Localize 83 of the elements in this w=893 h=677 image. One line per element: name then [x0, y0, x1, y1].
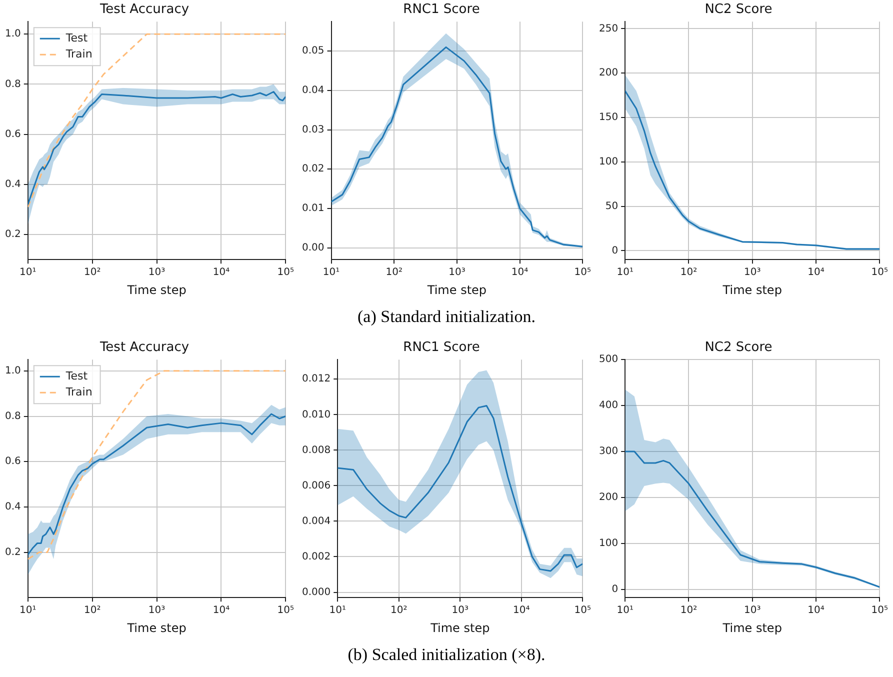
text: (b) Scaled initialization (×8). [348, 645, 546, 664]
x-tick-label: 10¹ [20, 267, 36, 278]
x-axis-title: Time step [722, 282, 782, 297]
y-tick-label: 100 [598, 538, 618, 549]
x-tick-label: 10⁵ [574, 605, 591, 616]
x-tick-label: 10⁴ [212, 605, 230, 616]
x-tick-label: 10⁵ [871, 267, 888, 278]
y-tick-label: 0.006 [302, 480, 331, 492]
x-tick-label: 10¹ [616, 267, 634, 278]
x-tick-label: 10⁵ [277, 267, 294, 278]
y-tick-label: 0.8 [4, 410, 21, 422]
x-tick-label: 10⁴ [212, 267, 230, 278]
y-tick-label: 250 [598, 23, 618, 34]
x-tick-label: 10² [680, 267, 698, 278]
y-tick-label: 0 [612, 584, 618, 595]
legend-label: Train [64, 385, 92, 398]
x-tick-label: 10⁵ [871, 605, 888, 616]
y-tick-label: 0.2 [4, 229, 21, 240]
chart-title: RNC1 Score [403, 340, 480, 356]
y-tick-label: 0.004 [302, 516, 331, 527]
y-tick-label: 400 [598, 400, 618, 412]
y-tick-label: 0.01 [302, 203, 324, 214]
x-tick-label: 10³ [448, 267, 466, 278]
x-axis-title: Time step [430, 620, 490, 635]
y-tick-label: 0.002 [302, 551, 331, 562]
y-tick-label: 0.2 [4, 546, 21, 558]
x-axis-title: Time step [426, 282, 487, 297]
y-tick-label: 0.03 [302, 124, 324, 136]
y-tick-label: 300 [598, 446, 618, 458]
y-tick-label: 0.4 [4, 179, 21, 190]
y-tick-label: 500 [598, 354, 618, 366]
y-tick-label: 0.6 [4, 128, 21, 140]
y-tick-label: 200 [598, 492, 618, 504]
x-tick-label: 10¹ [616, 605, 634, 616]
chart-title: NC2 Score [704, 2, 772, 18]
x-tick-label: 10² [84, 267, 101, 278]
x-tick-label: 10⁴ [808, 605, 824, 616]
x-tick-label: 10³ [452, 605, 468, 616]
x-tick-label: 10¹ [20, 605, 36, 616]
y-tick-label: 50 [605, 200, 618, 212]
y-tick-label: 0.04 [302, 85, 324, 96]
x-tick-label: 10⁴ [513, 605, 530, 616]
y-tick-label: 0.8 [4, 78, 21, 90]
y-tick-label: 0.008 [302, 444, 331, 456]
chart-title: Test Accuracy [98, 2, 190, 18]
y-tick-label: 1.0 [4, 28, 21, 40]
x-tick-label: 10³ [148, 605, 166, 616]
y-tick-label: 0 [612, 245, 618, 256]
x-tick-label: 10⁵ [574, 267, 591, 278]
x-tick-label: 10² [390, 605, 408, 616]
x-tick-label: 10² [84, 605, 101, 616]
x-tick-label: 10⁵ [277, 605, 294, 616]
x-tick-label: 10¹ [329, 605, 346, 616]
y-tick-label: 0.4 [4, 502, 21, 513]
x-tick-label: 10⁴ [808, 267, 824, 278]
y-tick-label: 100 [598, 156, 618, 168]
y-tick-label: 200 [598, 68, 618, 79]
legend-label: Test [64, 369, 88, 382]
y-tick-label: 0.05 [302, 46, 324, 57]
x-tick-label: 10³ [744, 605, 761, 616]
x-axis-title: Time step [126, 282, 186, 297]
y-tick-label: 0.000 [302, 586, 331, 598]
y-tick-label: 150 [598, 112, 618, 124]
y-tick-label: 0.010 [302, 409, 331, 420]
x-tick-label: 10³ [148, 267, 166, 278]
y-tick-label: 0.00 [302, 242, 324, 254]
x-tick-label: 10² [386, 267, 402, 278]
text: (a) Standard initialization. [358, 307, 536, 326]
legend-label: Train [64, 47, 92, 60]
y-tick-label: 0.02 [302, 164, 324, 175]
chart-title: NC2 Score [704, 340, 772, 356]
x-tick-label: 10³ [744, 267, 761, 278]
x-tick-label: 10² [680, 605, 698, 616]
x-axis-title: Time step [126, 620, 186, 635]
x-tick-label: 10¹ [322, 267, 340, 278]
chart-title: Test Accuracy [98, 340, 190, 356]
chart-title: RNC1 Score [403, 2, 480, 18]
y-tick-label: 0.012 [302, 374, 331, 385]
x-tick-label: 10⁴ [511, 267, 528, 278]
y-tick-label: 1.0 [4, 366, 21, 377]
y-tick-label: 0.6 [4, 456, 21, 468]
legend-label: Test [64, 31, 88, 44]
x-axis-title: Time step [722, 620, 782, 635]
